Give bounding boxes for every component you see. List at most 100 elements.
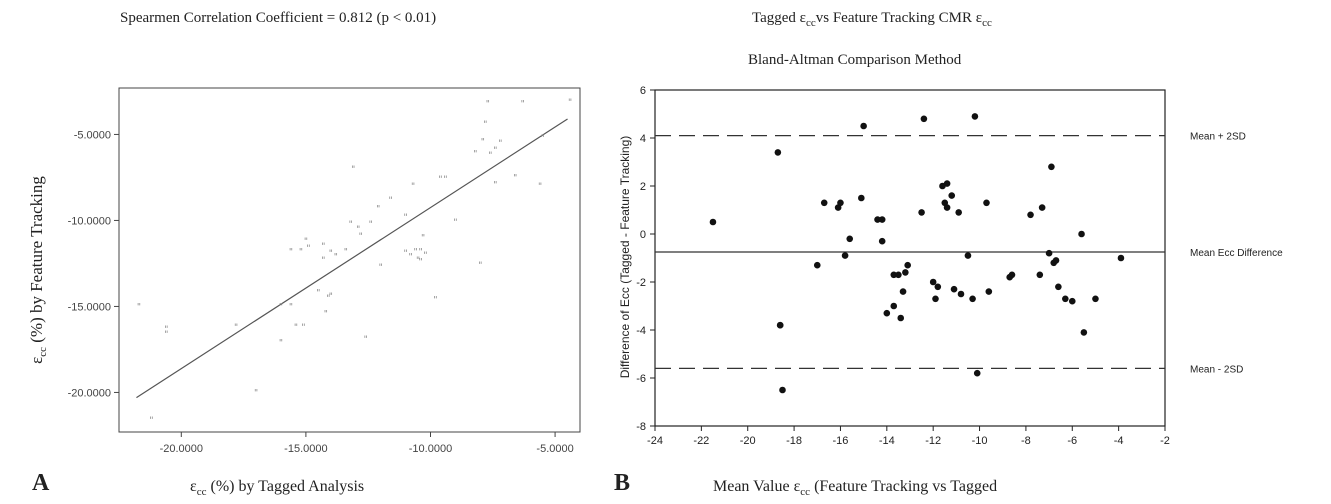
panel-a-data-point: " [234, 323, 238, 333]
panel-a-data-point: " [486, 99, 490, 109]
panel-b-data-point [709, 218, 717, 226]
panel-b-data-point [1052, 257, 1060, 264]
panel-b-x-tick-label: -14 [879, 435, 895, 447]
panel-a-xlabel: εcc (%) by Tagged Analysis [190, 478, 364, 498]
panel-b-title: Tagged εccvs Feature Tracking CMR εcc [752, 10, 992, 29]
panel-a-data-point: " [389, 196, 393, 206]
panel-a-data-point: " [416, 256, 420, 266]
panel-a-data-point: " [481, 137, 485, 147]
panel-b-y-tick-label: -4 [636, 325, 646, 337]
panel-b-data-point [1078, 230, 1085, 238]
panel-b-y-tick-label: -2 [636, 277, 646, 289]
panel-b-data-point [895, 271, 902, 279]
panel-b-x-tick-label: -10 [972, 435, 988, 447]
panel-a-data-point: " [164, 325, 168, 335]
panel-a-data-point: " [279, 339, 283, 349]
panel-b-data-point [1048, 163, 1055, 171]
panel-a-data-point: " [568, 98, 572, 108]
panel-a-data-point: " [316, 289, 320, 299]
panel-b-data-point [929, 278, 937, 286]
panel-a-data-point: " [473, 149, 477, 159]
panel-b-x-tick-label: -8 [1021, 435, 1031, 447]
panel-b-xlabel-sub: cc [800, 486, 811, 499]
panel-a-data-point: " [408, 253, 412, 263]
panel-a-data-point: " [294, 323, 298, 333]
panel-a-data-point: " [369, 220, 373, 230]
panel-a-data-point: " [164, 330, 168, 340]
panel-b-x-tick-label: -6 [1067, 435, 1077, 447]
panel-b-data-point [971, 113, 979, 120]
panel-b-data-point [969, 295, 976, 303]
panel-a-data-point: " [289, 247, 293, 257]
panel-b-data-point [776, 321, 784, 329]
panel-b-data-point [899, 288, 907, 295]
panel-a-data-point: " [421, 234, 425, 244]
panel-b-data-point [841, 252, 849, 259]
panel-b-y-tick-label: 0 [640, 229, 646, 241]
panel-a-data-point: " [403, 213, 407, 223]
panel-b-x-tick-label: -12 [925, 435, 941, 447]
panel-b-data-point [934, 283, 942, 291]
panel-a-data-point: " [521, 99, 525, 109]
panel-a-y-tick-label: -5.0000 [74, 129, 111, 141]
panel-a-xlabel-sub: cc [196, 486, 207, 499]
panel-a-data-point: " [418, 247, 422, 257]
panel-b-data-point [1008, 271, 1016, 279]
panel-b-data-point [1027, 211, 1034, 219]
panel-a-data-point: " [321, 256, 325, 266]
panel-a-title: Spearmen Correlation Coefficient = 0.812… [120, 10, 437, 26]
panel-a-data-point: " [329, 249, 333, 259]
panel-b-plot-frame [654, 89, 1166, 427]
panel-b-data-point [779, 386, 786, 394]
panel-b-data-point [878, 237, 886, 245]
panel-a-data-point: " [364, 335, 368, 345]
panel-b-data-point [902, 269, 909, 276]
panel-b-data-point [955, 209, 962, 216]
panel-a-data-point: " [329, 292, 333, 302]
panel-b-data-point [1062, 295, 1069, 303]
panel-a-data-point: " [326, 294, 330, 304]
panel-b-title-part1: Tagged ε [752, 10, 806, 26]
panel-b-y-tick-label: 6 [640, 85, 646, 97]
panel-b-data-point [943, 180, 951, 187]
panel-a-data-point: " [483, 120, 487, 130]
panel-b-data-point [985, 288, 993, 295]
panel-a-data-point: " [351, 165, 355, 175]
panel-a-x-tick-label: -20.0000 [160, 443, 203, 455]
panel-a-data-point: " [304, 237, 308, 247]
panel-a-xlabel-rest: (%) by Tagged Analysis [206, 478, 365, 495]
panel-b-data-point [1092, 295, 1099, 303]
panel-b-data-point [774, 149, 782, 156]
panel-a-x-tick-label: -5.0000 [536, 443, 573, 455]
panel-b-x-tick-label: -4 [1114, 435, 1124, 447]
panel-b-x-tick-label: -2 [1160, 435, 1170, 447]
panel-b-data-point [820, 199, 828, 207]
panel-a-data-point: " [403, 249, 407, 259]
panel-b-data-point [858, 194, 865, 202]
panel-a-data-point: " [149, 416, 153, 426]
panel-b-title-sub2: cc [982, 17, 992, 29]
panel-a-data-point: " [299, 247, 303, 257]
panel-a-data-point: " [493, 146, 497, 156]
panel-b-data-point [964, 252, 972, 259]
panel-a-data-point: " [498, 139, 502, 149]
panel-b-title-part2: vs Feature Tracking CMR ε [815, 10, 983, 26]
panel-a-data-point: " [423, 251, 427, 261]
panel-b-title-sub1: cc [805, 17, 816, 29]
panel-b-xlabel-prefix: Mean Value ε [713, 478, 801, 495]
panel-a-data-point: " [541, 134, 545, 144]
panel-a-y-tick-label: -20.0000 [68, 387, 111, 399]
panel-a-data-point: " [379, 263, 383, 273]
panel-a-data-point: " [289, 302, 293, 312]
panel-b-y-tick-label: -8 [636, 421, 646, 433]
panel-b-xlabel: Mean Value εcc (Feature Tracking vs Tagg… [713, 478, 997, 498]
panel-a-data-point: " [413, 247, 417, 257]
panel-b-y-tick-label: 4 [640, 133, 646, 145]
panel-b-reference-label: Mean Ecc Difference [1190, 248, 1283, 259]
panel-b-subtitle: Bland-Altman Comparison Method [748, 52, 962, 68]
panel-a-data-point: " [418, 258, 422, 268]
panel-b-x-tick-label: -24 [647, 435, 663, 447]
panel-b-y-tick-label: -6 [636, 373, 646, 385]
panel-a-data-point: " [301, 323, 305, 333]
panel-a-data-point: " [438, 175, 442, 185]
